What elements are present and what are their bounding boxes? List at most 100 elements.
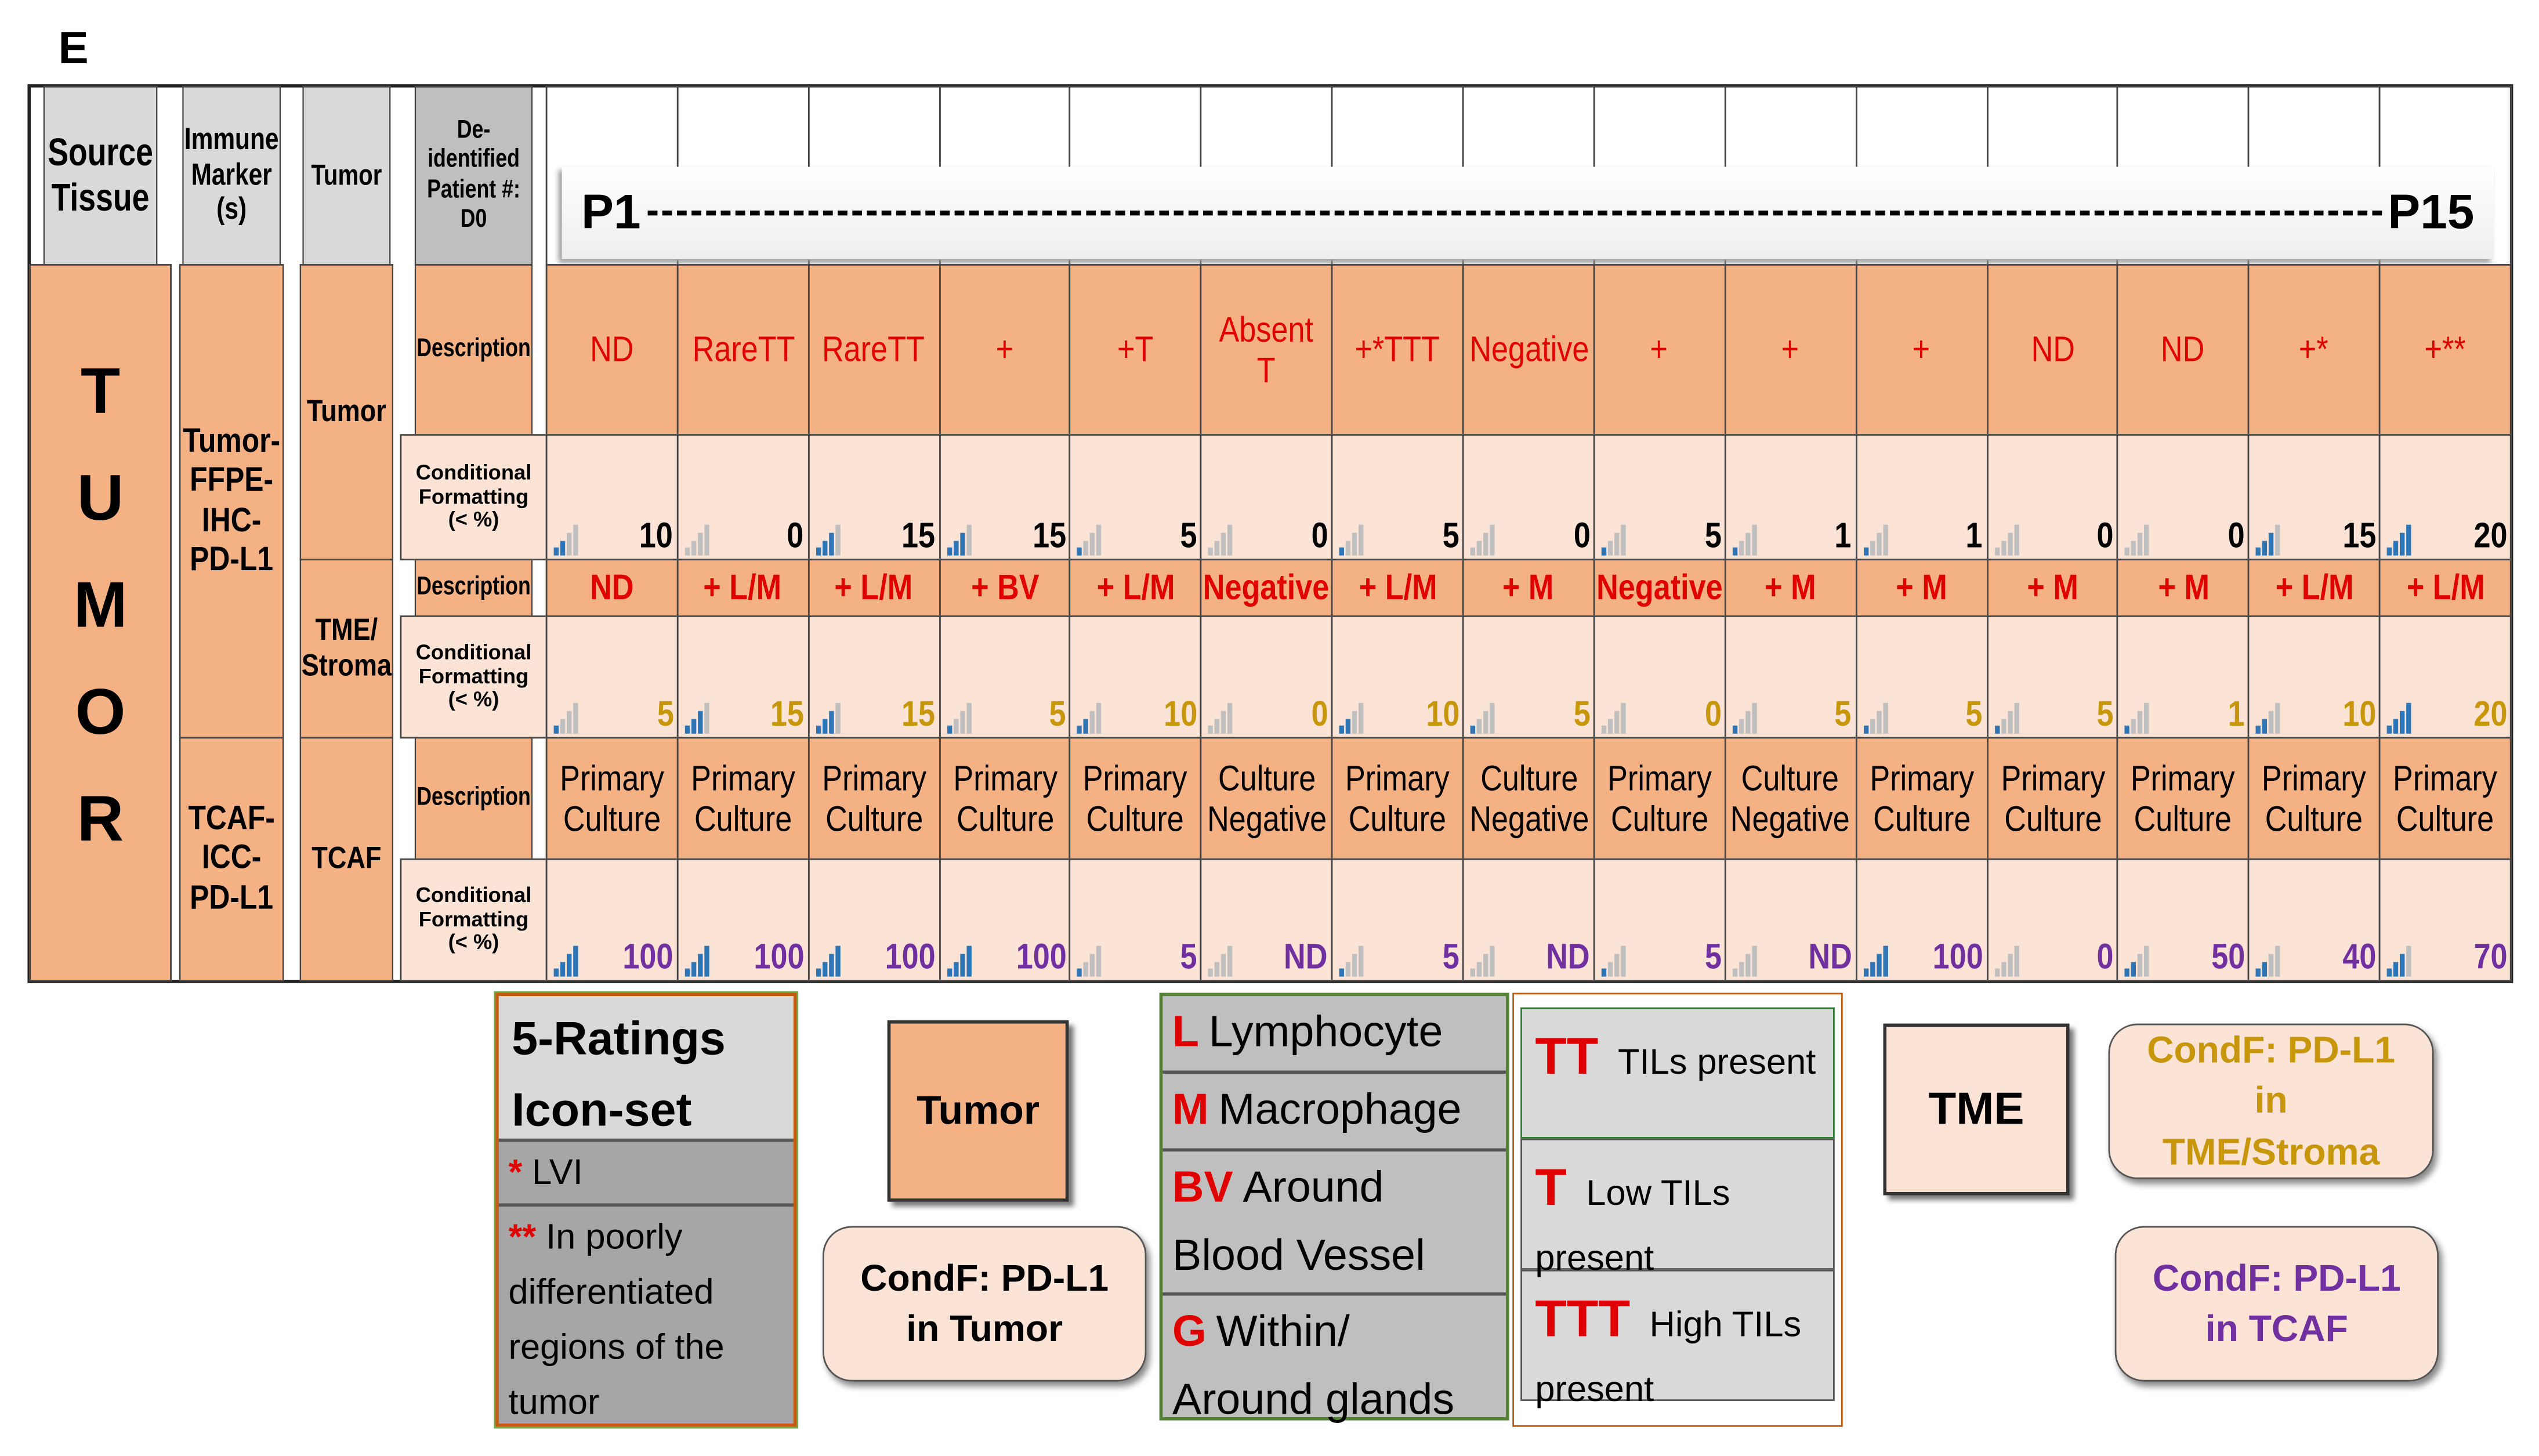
- icon-bar: [2013, 946, 2019, 977]
- compartment-name: TCAF: [299, 737, 394, 981]
- rating-icon: [946, 944, 971, 977]
- description-cell: RareTT: [676, 264, 809, 436]
- icon-bar: [2387, 725, 2392, 734]
- formatting-value: 5: [1180, 515, 1197, 555]
- legend-box: Tumor: [887, 1020, 1069, 1202]
- icon-bar: [2275, 524, 2281, 556]
- icon-bar: [1359, 946, 1364, 977]
- icon-bar: [2406, 702, 2411, 734]
- icon-bar: [1084, 541, 1089, 556]
- rating-icon: [1994, 701, 2019, 734]
- formatting-cell: 0: [1462, 434, 1595, 561]
- description-cell: ND: [1986, 264, 2119, 436]
- icon-bar: [1221, 711, 1227, 734]
- formatting-value: 100: [1932, 935, 1983, 976]
- description-text: +: [1781, 329, 1799, 370]
- formatting-value: 0: [1311, 515, 1328, 555]
- formatting-value: 1: [1835, 515, 1852, 555]
- icon-bar: [828, 954, 834, 977]
- rating-icon: [1994, 944, 2019, 977]
- formatting-cell: 100: [676, 858, 809, 981]
- formatting-value: 15: [770, 693, 805, 733]
- formatting-value: ND: [1808, 935, 1852, 976]
- description-text: ND: [2161, 329, 2205, 370]
- icon-bar: [1870, 719, 1875, 734]
- icon-bar: [1621, 524, 1626, 556]
- description-cell: + L/M: [2248, 559, 2381, 617]
- icon-bar: [2000, 541, 2006, 556]
- icon-bar: [946, 547, 952, 556]
- icon-bar: [1882, 524, 1888, 556]
- panel-label: E: [58, 23, 89, 73]
- icon-bar: [1470, 968, 1476, 977]
- description-text: Primary Culture: [2000, 757, 2105, 839]
- formatting-cell: 5: [1855, 615, 1988, 739]
- icon-bar: [1221, 533, 1227, 556]
- description-text: + BV: [970, 567, 1039, 608]
- icon-bar: [560, 962, 566, 977]
- icon-bar: [1352, 711, 1357, 734]
- description-cell: ND: [545, 559, 679, 617]
- icon-bar: [684, 547, 690, 556]
- icon-bar: [1346, 719, 1351, 734]
- header-cell: De-identified Patient #: D0: [414, 85, 533, 266]
- cell-text: Macrophage: [1218, 1085, 1462, 1133]
- description-text: Negative: [1596, 567, 1723, 608]
- formatting-value: 0: [2096, 935, 2114, 976]
- icon-bar: [1490, 702, 1495, 734]
- patient-start: P1: [581, 185, 641, 239]
- icon-bar: [1221, 954, 1227, 977]
- rating-icon: [2387, 944, 2411, 977]
- icon-bar: [1607, 719, 1613, 734]
- formatting-cell: 5: [1462, 615, 1595, 739]
- icon-bar: [2400, 711, 2405, 734]
- rating-icon: [2387, 701, 2411, 734]
- til-row: TT TILs present: [1520, 1007, 1835, 1139]
- cell-code: G: [1172, 1307, 1207, 1356]
- icon-bar: [2145, 524, 2150, 556]
- icon-bar: [1215, 962, 1220, 977]
- rating-icon: [946, 701, 971, 734]
- note-symbol: **: [508, 1216, 537, 1257]
- description-cell: ND: [2117, 264, 2250, 436]
- description-text: + L/M: [1358, 567, 1437, 608]
- cell-text: Within/ Around glands: [1172, 1307, 1455, 1424]
- icon-bar: [1614, 533, 1620, 556]
- formatting-value: 15: [901, 693, 936, 733]
- formatting-cell: ND: [1462, 858, 1595, 981]
- icon-bar: [953, 962, 958, 977]
- formatting-cell: 70: [2379, 858, 2512, 981]
- icon-bar: [1994, 968, 2000, 977]
- icon-bar: [1352, 954, 1357, 977]
- description-cell: ND: [545, 264, 679, 436]
- description-cell: + M: [2117, 559, 2250, 617]
- formatting-value: 0: [1704, 693, 1721, 733]
- formatting-value: 0: [1573, 515, 1591, 555]
- formatting-value: 5: [1966, 693, 1983, 733]
- icon-bar: [1732, 547, 1737, 556]
- description-text: RareTT: [822, 329, 925, 370]
- icon-bar: [1870, 962, 1875, 977]
- rating-icon: [1601, 523, 1626, 556]
- description-text: + L/M: [2275, 567, 2354, 608]
- formatting-cell: 0: [676, 434, 809, 561]
- icon-bar: [2256, 547, 2261, 556]
- description-cell: +: [938, 264, 1071, 436]
- description-text: + L/M: [834, 567, 913, 608]
- icon-bar: [1077, 547, 1082, 556]
- formatting-value: 15: [1032, 515, 1067, 555]
- cell-row: L Lymphocyte: [1162, 996, 1506, 1074]
- formatting-value: 15: [2342, 515, 2376, 555]
- rating-icon: [1208, 944, 1233, 977]
- til-code: TT: [1535, 1027, 1599, 1085]
- description-text: +*: [2299, 329, 2330, 370]
- description-text: Negative: [1203, 567, 1330, 608]
- icon-bar: [573, 702, 578, 734]
- description-cell: Primary Culture: [938, 737, 1071, 860]
- formatting-value: 15: [901, 515, 936, 555]
- icon-bar: [1090, 533, 1096, 556]
- formatting-value: 100: [622, 935, 673, 976]
- formatting-cell: 0: [1593, 615, 1726, 739]
- rating-icon: [1732, 701, 1757, 734]
- description-text: Primary Culture: [1869, 757, 1974, 839]
